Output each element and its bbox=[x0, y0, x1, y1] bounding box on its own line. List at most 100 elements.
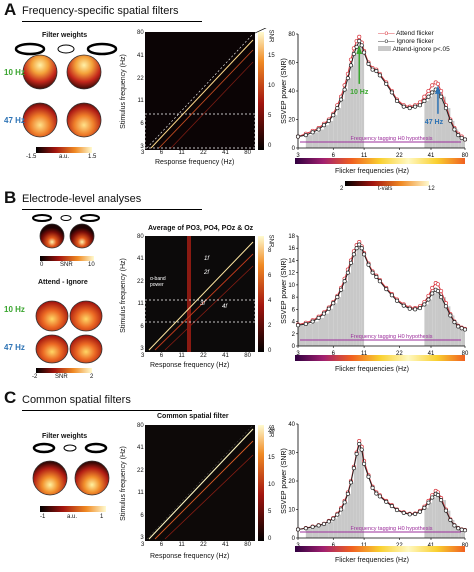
x-tick-label-3: 22 bbox=[396, 153, 403, 159]
x-tick-label-5: 80 bbox=[462, 153, 469, 159]
significance-shade bbox=[445, 108, 451, 148]
data-point bbox=[295, 527, 301, 532]
significance-shade bbox=[445, 306, 451, 346]
matrix-ylabel-c: Stimulus frequency (Hz) bbox=[119, 446, 127, 521]
significance-shade bbox=[305, 528, 313, 538]
line-ylabel: SSVEP power (SNR) bbox=[281, 58, 288, 124]
line-xlabel-a: Flicker frequencies (Hz) bbox=[335, 168, 409, 175]
data-point bbox=[345, 270, 350, 275]
data-point bbox=[362, 461, 367, 466]
data-point bbox=[426, 88, 431, 94]
x-tick-label-2: 11 bbox=[361, 153, 368, 159]
data-point bbox=[377, 73, 382, 78]
data-point bbox=[342, 500, 347, 505]
data-point bbox=[339, 507, 344, 512]
data-point bbox=[366, 474, 371, 479]
data-point bbox=[370, 67, 375, 72]
matrix-yticks-b: 3 6 11 22 41 80 bbox=[137, 234, 144, 352]
data-point bbox=[348, 260, 354, 265]
data-point bbox=[357, 441, 362, 447]
x-tick-label-4: 41 bbox=[428, 153, 435, 159]
y-tick-label-0: 0 bbox=[292, 344, 296, 350]
data-point bbox=[448, 118, 453, 123]
topo-group-c bbox=[30, 442, 120, 524]
data-point bbox=[384, 499, 389, 504]
matrix-xtick-c-5: 80 bbox=[244, 542, 251, 548]
data-point bbox=[389, 90, 394, 95]
matrix-xtick-b-0: 3 bbox=[141, 353, 145, 359]
data-point bbox=[303, 133, 308, 138]
significance-shade bbox=[312, 321, 319, 346]
panel-letter-b: B bbox=[4, 188, 17, 207]
topo-svg-a bbox=[14, 42, 118, 153]
title-rule-a bbox=[22, 21, 202, 22]
matrix-svg-a bbox=[144, 25, 271, 150]
data-point bbox=[342, 279, 347, 284]
data-point bbox=[366, 61, 371, 66]
significance-shade bbox=[361, 45, 365, 148]
matrix-xtick-c-1: 6 bbox=[159, 542, 164, 548]
panel-title-c: Common spatial filters bbox=[22, 394, 131, 406]
significance-shade bbox=[318, 129, 324, 148]
matrix-ytick-c-0: 3 bbox=[140, 534, 144, 541]
topo-scale-min-b: 0 bbox=[40, 262, 44, 268]
matrix-cbar-tick-a-1: 5 bbox=[268, 113, 272, 119]
data-point bbox=[362, 50, 367, 55]
data-point bbox=[394, 298, 400, 303]
data-point bbox=[326, 519, 331, 524]
matrix-xtick-a-0: 3 bbox=[141, 150, 145, 156]
data-point bbox=[316, 315, 321, 320]
topo-scale-max-b: 10 bbox=[88, 262, 95, 268]
x-tick-label-0: 3 bbox=[296, 351, 300, 357]
significance-shade bbox=[318, 317, 324, 346]
x-tick-label-4: 41 bbox=[428, 351, 435, 357]
data-point bbox=[435, 282, 440, 287]
significance-shade bbox=[450, 120, 455, 148]
panel-letter-a: A bbox=[4, 0, 17, 19]
matrix-a bbox=[125, 25, 275, 175]
data-point bbox=[426, 500, 431, 505]
matrix-xtick-c-0: 3 bbox=[141, 542, 145, 548]
data-point bbox=[377, 279, 382, 284]
data-point bbox=[321, 311, 327, 316]
significance-shade bbox=[437, 494, 442, 538]
data-point bbox=[448, 313, 453, 318]
significance-shade bbox=[328, 308, 334, 346]
significance-shade bbox=[344, 89, 348, 148]
significance-shade bbox=[312, 132, 319, 148]
matrix-annot-alpha-b: α-band power bbox=[150, 276, 166, 288]
data-point bbox=[422, 302, 427, 307]
matrix-cbar-tick-c-2: 10 bbox=[268, 482, 275, 488]
matrix-cbar-tick-b-1: 2 bbox=[268, 323, 272, 329]
matrix-cbar-tick-c-3: 15 bbox=[268, 455, 275, 461]
matrix-annot-3f-b: 3f bbox=[200, 301, 206, 307]
y-tick-label-2: 40 bbox=[288, 89, 295, 95]
data-point bbox=[422, 94, 427, 99]
significance-shade bbox=[441, 297, 446, 346]
significance-shade bbox=[424, 507, 429, 538]
y-tick-label-1: 2 bbox=[292, 332, 296, 338]
y-tick-label-4: 8 bbox=[292, 295, 296, 301]
data-point bbox=[370, 485, 375, 490]
topo-label-47hz-b: 47 Hz bbox=[4, 343, 25, 352]
tval-bar-a bbox=[295, 158, 465, 164]
significance-shade bbox=[435, 289, 438, 346]
data-point bbox=[295, 323, 301, 328]
matrix-ylabel-b: Stimulus frequency (Hz) bbox=[119, 258, 127, 333]
topo-scale2-unit-b: SNR bbox=[55, 374, 68, 380]
data-point bbox=[362, 252, 367, 257]
matrix-cbar-tick-c-4: 20 bbox=[268, 428, 275, 434]
data-point bbox=[321, 521, 327, 527]
significance-shade bbox=[347, 272, 351, 346]
line-xlabel-c: Flicker frequencies (Hz) bbox=[335, 557, 409, 564]
significance-shade bbox=[305, 324, 313, 346]
matrix-cbar-tick-b-2: 4 bbox=[268, 298, 272, 304]
data-point bbox=[413, 307, 418, 312]
significance-shade bbox=[353, 254, 357, 346]
x-tick-label-0: 3 bbox=[296, 153, 300, 159]
series-line-ignore bbox=[297, 442, 466, 531]
data-point bbox=[345, 76, 350, 81]
topo-scale-min-a: -1.5 bbox=[26, 154, 37, 160]
matrix-xtick-c-3: 22 bbox=[200, 542, 207, 548]
y-tick-label-8: 16 bbox=[288, 246, 295, 252]
